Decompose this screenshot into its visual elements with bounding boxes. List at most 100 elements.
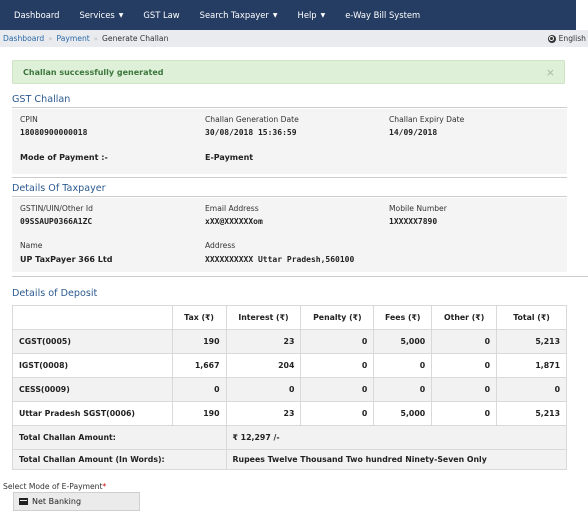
- gen-date-label: Challan Generation Date: [205, 115, 299, 124]
- cell-fees: 0: [373, 353, 433, 378]
- row-label: CESS(0009): [12, 377, 173, 402]
- cell-other: 0: [431, 401, 498, 426]
- nav-search-taxpayer-label: Search Taxpayer: [199, 10, 269, 20]
- table-row: Uttar Pradesh SGST(0006) 190 23 0 5,000 …: [12, 401, 567, 426]
- taxpayer-details-box: GSTIN/UIN/Other Id 09SSAUP0366A1ZC Email…: [12, 198, 567, 272]
- divider: [12, 276, 588, 277]
- total-amount-value: ₹ 12,297 /-: [225, 425, 568, 450]
- credit-card-icon: [19, 498, 28, 505]
- header-total: Total (₹): [496, 305, 567, 330]
- language-selector[interactable]: English: [547, 30, 586, 47]
- mode-of-payment-label: Mode of Payment :-: [20, 153, 108, 162]
- total-words-label: Total Challan Amount (In Words):: [12, 449, 227, 470]
- cell-interest: 204: [225, 353, 302, 378]
- caret-down-icon: ▼: [320, 11, 326, 19]
- gstin-value: 09SSAUP0366A1ZC: [20, 217, 93, 226]
- table-header-row: Tax (₹) Interest (₹) Penalty (₹) Fees (₹…: [12, 305, 567, 330]
- cell-penalty: 0: [300, 401, 375, 426]
- cell-penalty: 0: [300, 353, 375, 378]
- gst-challan-title: GST Challan: [12, 94, 71, 105]
- epayment-mode-label: Select Mode of E-Payment*: [3, 482, 106, 491]
- cell-total: 1,871: [496, 353, 567, 378]
- table-row: IGST(0008) 1,667 204 0 0 0 1,871: [12, 353, 567, 378]
- success-alert: Challan successfully generated ×: [12, 60, 565, 84]
- header-other: Other (₹): [431, 305, 498, 330]
- cell-total: 5,213: [496, 329, 567, 354]
- nav-help[interactable]: Help ▼: [288, 0, 336, 30]
- nav-eway-bill[interactable]: e-Way Bill System: [335, 0, 430, 30]
- cell-interest: 23: [225, 329, 302, 354]
- cpin-value: 18080900000018: [20, 128, 88, 137]
- divider: [12, 107, 567, 108]
- nav-eway-bill-label: e-Way Bill System: [345, 10, 421, 20]
- divider: [12, 196, 567, 197]
- caret-down-icon: ▼: [272, 11, 278, 19]
- breadcrumb-separator-icon: »: [48, 34, 53, 43]
- cell-penalty: 0: [300, 377, 375, 402]
- gstin-label: GSTIN/UIN/Other Id: [20, 204, 93, 213]
- header-cell-blank: [12, 305, 173, 330]
- row-label: Uttar Pradesh SGST(0006): [12, 401, 173, 426]
- row-label: IGST(0008): [12, 353, 173, 378]
- nav-dashboard-label: Dashboard: [14, 10, 60, 20]
- header-tax: Tax (₹): [171, 305, 227, 330]
- total-words-row: Total Challan Amount (In Words): Rupees …: [12, 449, 568, 470]
- cell-penalty: 0: [300, 329, 375, 354]
- cell-other: 0: [431, 329, 498, 354]
- required-marker: *: [102, 482, 107, 491]
- breadcrumb: Dashboard » Payment » Generate Challan E…: [0, 30, 588, 47]
- net-banking-button[interactable]: Net Banking: [13, 492, 140, 511]
- nav-services[interactable]: Services ▼: [69, 0, 133, 30]
- breadcrumb-separator-icon: »: [93, 34, 99, 43]
- top-navbar: Dashboard Services ▼ GST Law Search Taxpa…: [0, 0, 576, 30]
- globe-icon: [547, 34, 556, 43]
- alert-message: Challan successfully generated: [23, 67, 164, 77]
- email-value: xXX@XXXXXXom: [205, 217, 263, 226]
- cell-tax: 0: [171, 377, 227, 402]
- nav-search-taxpayer[interactable]: Search Taxpayer ▼: [190, 0, 288, 30]
- total-amount-label: Total Challan Amount:: [12, 425, 227, 450]
- cell-fees: 5,000: [373, 401, 433, 426]
- caret-down-icon: ▼: [118, 11, 124, 19]
- cell-other: 0: [431, 377, 498, 402]
- row-label: CGST(0005): [12, 329, 173, 354]
- nav-gst-law[interactable]: GST Law: [133, 0, 189, 30]
- cell-interest: 23: [225, 401, 302, 426]
- nav-help-label: Help: [297, 10, 317, 20]
- table-row: CGST(0005) 190 23 0 5,000 0 5,213: [12, 329, 567, 354]
- total-words-value: Rupees Twelve Thousand Two hundred Ninet…: [225, 449, 568, 470]
- name-value: UP TaxPayer 366 Ltd: [20, 255, 113, 264]
- nav-services-label: Services: [79, 10, 115, 20]
- breadcrumb-current: Generate Challan: [102, 34, 169, 43]
- cpin-label: CPIN: [20, 115, 38, 124]
- expiry-date-label: Challan Expiry Date: [389, 115, 465, 124]
- cell-tax: 1,667: [171, 353, 227, 378]
- cell-tax: 190: [171, 401, 227, 426]
- total-amount-row: Total Challan Amount: ₹ 12,297 /-: [12, 425, 568, 450]
- email-label: Email Address: [205, 204, 259, 213]
- net-banking-label: Net Banking: [32, 497, 82, 506]
- address-value: XXXXXXXXXX Uttar Pradesh,560100: [205, 255, 355, 264]
- deposit-table: Tax (₹) Interest (₹) Penalty (₹) Fees (₹…: [12, 305, 568, 470]
- taxpayer-title: Details Of Taxpayer: [12, 183, 106, 194]
- header-penalty: Penalty (₹): [300, 305, 375, 330]
- header-fees: Fees (₹): [373, 305, 433, 330]
- expiry-date-value: 14/09/2018: [389, 128, 438, 137]
- breadcrumb-payment[interactable]: Payment: [56, 34, 90, 43]
- cell-other: 0: [431, 353, 498, 378]
- challan-details-box: CPIN 18080900000018 Challan Generation D…: [12, 109, 567, 174]
- deposit-title: Details of Deposit: [12, 288, 98, 299]
- table-row: CESS(0009) 0 0 0 0 0 0: [12, 377, 567, 402]
- breadcrumb-dashboard[interactable]: Dashboard: [3, 34, 45, 43]
- cell-fees: 5,000: [373, 329, 433, 354]
- epayment-mode-label-text: Select Mode of E-Payment: [3, 482, 103, 491]
- cell-tax: 190: [171, 329, 227, 354]
- name-label: Name: [20, 241, 43, 250]
- mobile-label: Mobile Number: [389, 204, 447, 213]
- header-interest: Interest (₹): [225, 305, 302, 330]
- cell-interest: 0: [225, 377, 302, 402]
- nav-dashboard[interactable]: Dashboard: [4, 0, 69, 30]
- cell-fees: 0: [373, 377, 433, 402]
- close-icon[interactable]: ×: [545, 66, 555, 79]
- cell-total: 0: [496, 377, 567, 402]
